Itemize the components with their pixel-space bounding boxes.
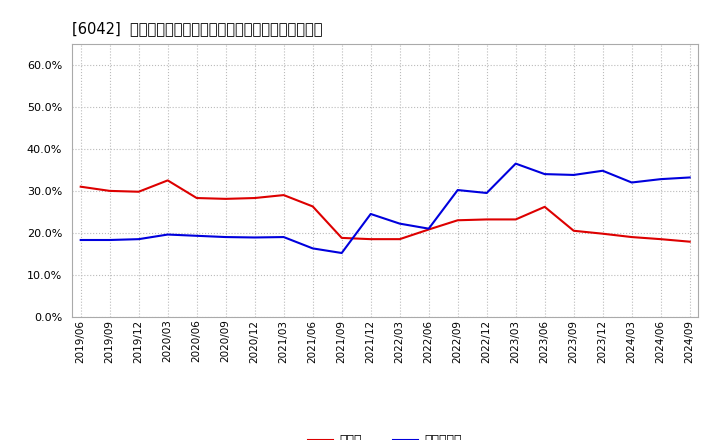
現預金 (511, 217, 520, 222)
有利子負債 (221, 235, 230, 240)
有利子負債 (163, 232, 172, 237)
現預金 (221, 196, 230, 202)
有利子負債 (454, 187, 462, 193)
現預金 (192, 195, 201, 201)
有利子負債 (192, 233, 201, 238)
有利子負債 (598, 168, 607, 173)
有利子負債 (395, 221, 404, 226)
現預金 (163, 178, 172, 183)
有利子負債 (105, 237, 114, 242)
現預金 (338, 235, 346, 241)
有利子負債 (627, 180, 636, 185)
現預金 (366, 237, 375, 242)
有利子負債 (482, 191, 491, 196)
有利子負債 (570, 172, 578, 178)
有利子負債 (279, 235, 288, 240)
現預金 (251, 195, 259, 201)
有利子負債 (424, 226, 433, 231)
現預金 (395, 237, 404, 242)
現預金 (424, 227, 433, 232)
Line: 現預金: 現預金 (81, 180, 690, 242)
有利子負債 (657, 176, 665, 182)
現預金 (76, 184, 85, 189)
現預金 (598, 231, 607, 236)
有利子負債 (366, 211, 375, 216)
Text: [6042]  現預金、有利子負債の総資産に対する比率の推移: [6042] 現預金、有利子負債の総資産に対する比率の推移 (72, 21, 323, 36)
有利子負債 (135, 237, 143, 242)
有利子負債 (308, 246, 317, 251)
現預金 (135, 189, 143, 194)
現預金 (685, 239, 694, 244)
現預金 (657, 237, 665, 242)
現預金 (308, 204, 317, 209)
有利子負債 (251, 235, 259, 240)
現預金 (279, 192, 288, 198)
現預金 (105, 188, 114, 194)
有利子負債 (338, 250, 346, 256)
現預金 (482, 217, 491, 222)
現預金 (627, 235, 636, 240)
有利子負債 (511, 161, 520, 166)
有利子負債 (685, 175, 694, 180)
現預金 (454, 218, 462, 223)
現預金 (541, 204, 549, 209)
有利子負債 (76, 237, 85, 242)
現預金 (570, 228, 578, 233)
Legend: 現預金, 有利子負債: 現預金, 有利子負債 (303, 429, 467, 440)
有利子負債 (541, 172, 549, 177)
Line: 有利子負債: 有利子負債 (81, 164, 690, 253)
